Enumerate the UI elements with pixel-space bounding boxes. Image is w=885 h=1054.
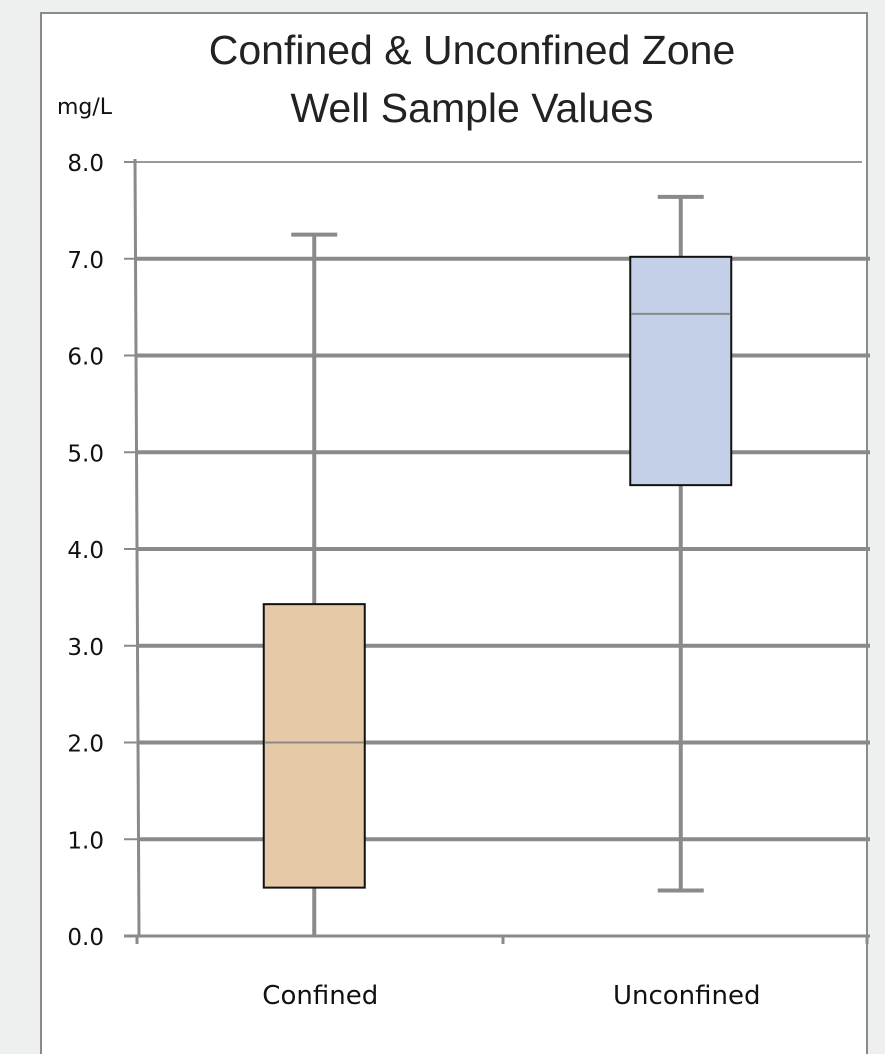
axis-labels: 0.0 1.0 2.0 3.0 4.0 5.0 6.0 7.0 8.0 Confined Uncon… — [67, 151, 760, 1011]
y-tick-label-5.0: 5.0 — [67, 441, 104, 467]
y-tick-label-6.0: 6.0 — [67, 345, 104, 371]
y-tick-label-2.0: 2.0 — [67, 732, 104, 758]
axes — [124, 158, 870, 944]
boxes — [262, 194, 733, 936]
chart-title-line-2: Well Sample Values — [290, 85, 653, 131]
chart-title-line-1: Confined & Unconfined Zone — [209, 27, 736, 73]
grid-lines — [137, 161, 870, 842]
chart-frame: Confined & Unconfined Zone Well Sample V… — [40, 12, 870, 1054]
unconfined-box — [629, 255, 733, 487]
confined-box — [262, 603, 366, 889]
y-tick-label-8.0: 8.0 — [67, 151, 104, 177]
y-axis-line — [133, 158, 141, 937]
y-axis-unit-label: mg/L — [57, 95, 113, 120]
y-tick-label-1.0: 1.0 — [67, 828, 104, 854]
y-tick-label-7.0: 7.0 — [67, 248, 104, 274]
unconfined-category-label: Unconfined — [613, 981, 761, 1011]
y-tick-label-0.0: 0.0 — [67, 925, 104, 951]
y-tick-label-3.0: 3.0 — [67, 635, 104, 661]
confined-category-label: Confined — [262, 981, 378, 1011]
y-tick-label-4.0: 4.0 — [67, 538, 104, 564]
